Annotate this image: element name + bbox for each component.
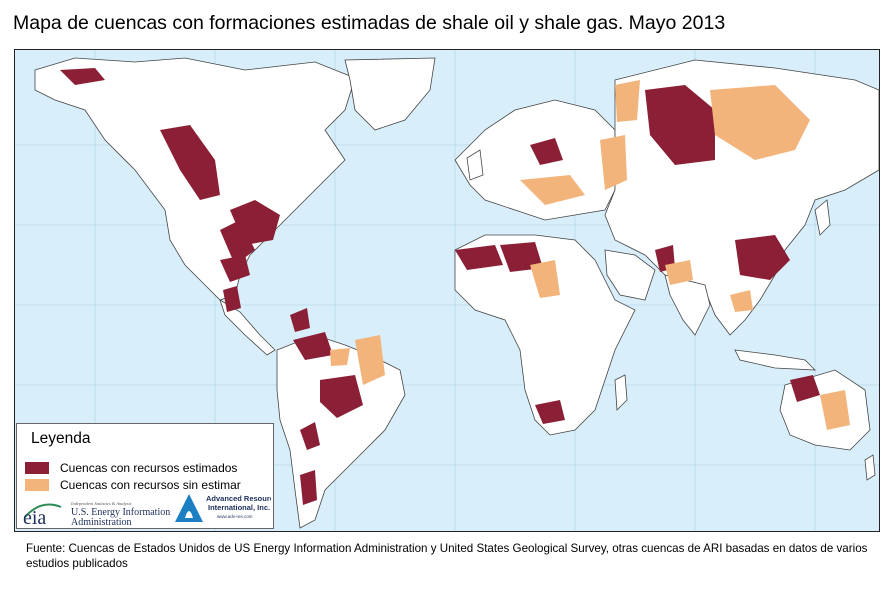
legend-item-unestimated: Cuencas con recursos sin estimar — [25, 478, 241, 492]
basins-unestimated — [330, 80, 850, 430]
basin-sahara — [530, 260, 560, 298]
basin-amazon — [293, 332, 333, 360]
uk — [466, 149, 484, 181]
basin-paraguay — [320, 375, 363, 418]
ari-name-line2: International, Inc. — [208, 503, 270, 512]
indonesia — [734, 349, 817, 371]
india — [664, 274, 711, 336]
basin-brazil — [355, 335, 385, 385]
eia-name-line2: Administration — [71, 517, 132, 527]
ari-logo: Advanced Resources International, Inc. w… — [173, 490, 282, 527]
basin-india — [665, 260, 693, 285]
japan — [814, 199, 831, 236]
legend-label-unestimated: Cuencas con recursos sin estimar — [60, 478, 241, 492]
legend-item-estimated: Cuencas con recursos estimados — [25, 461, 237, 475]
world-map-svg — [15, 50, 879, 531]
ari-url: www.adv-res.com — [217, 514, 253, 519]
basin-central-asia — [600, 135, 627, 190]
basin-colombia — [290, 308, 310, 332]
basin-canada-west — [160, 125, 220, 200]
eia-logo: eia Independent Statistics & Analysis U.… — [21, 497, 171, 529]
madagascar — [614, 374, 628, 411]
ari-name-line1: Advanced Resources — [206, 494, 271, 503]
eia-mark: eia — [23, 507, 46, 527]
eia-logo-mark: eia Independent Statistics & Analysis U.… — [23, 501, 170, 529]
eia-tagline: Independent Statistics & Analysis — [70, 501, 132, 506]
new-zealand — [864, 454, 876, 481]
basin-australia — [790, 375, 820, 402]
basin-libya — [500, 242, 543, 272]
basin-us-south — [220, 255, 250, 282]
basin-russia — [645, 85, 715, 165]
ari-logo-mark: Advanced Resources International, Inc. w… — [175, 494, 282, 522]
basin-patagonia — [300, 470, 317, 505]
greenland — [344, 57, 436, 131]
basin-siberia — [710, 85, 810, 160]
basin-mexico — [223, 286, 241, 312]
basins-estimated — [60, 68, 820, 505]
basin-china — [735, 235, 790, 280]
africa — [454, 234, 636, 436]
legend-swatch-estimated — [25, 462, 49, 474]
basin-poland — [530, 138, 563, 165]
basin-us-central — [220, 220, 255, 265]
legend-label-estimated: Cuencas con recursos estimados — [60, 461, 238, 475]
map-title: Mapa de cuencas con formaciones estimada… — [13, 12, 726, 34]
legend-swatch-unestimated — [25, 479, 49, 491]
basin-ukraine — [520, 175, 585, 205]
basin-russia-west — [615, 80, 640, 122]
basin-south-africa — [535, 400, 565, 424]
legend-title: Leyenda — [31, 430, 91, 447]
source-note: Fuente: Cuencas de Estados Unidos de US … — [26, 542, 868, 570]
basin-brazil-south — [330, 348, 350, 366]
basin-north-africa — [455, 245, 503, 270]
arabia — [604, 249, 656, 301]
basin-indochina — [730, 290, 753, 312]
map-legend: Leyenda Cuencas con recursos estimados C… — [16, 423, 282, 529]
eia-name-line1: U.S. Energy Information — [71, 507, 170, 518]
basin-australia-east — [820, 390, 850, 430]
central-america — [219, 299, 276, 356]
basin-alaska — [60, 68, 105, 85]
basin-argentina — [300, 422, 320, 450]
